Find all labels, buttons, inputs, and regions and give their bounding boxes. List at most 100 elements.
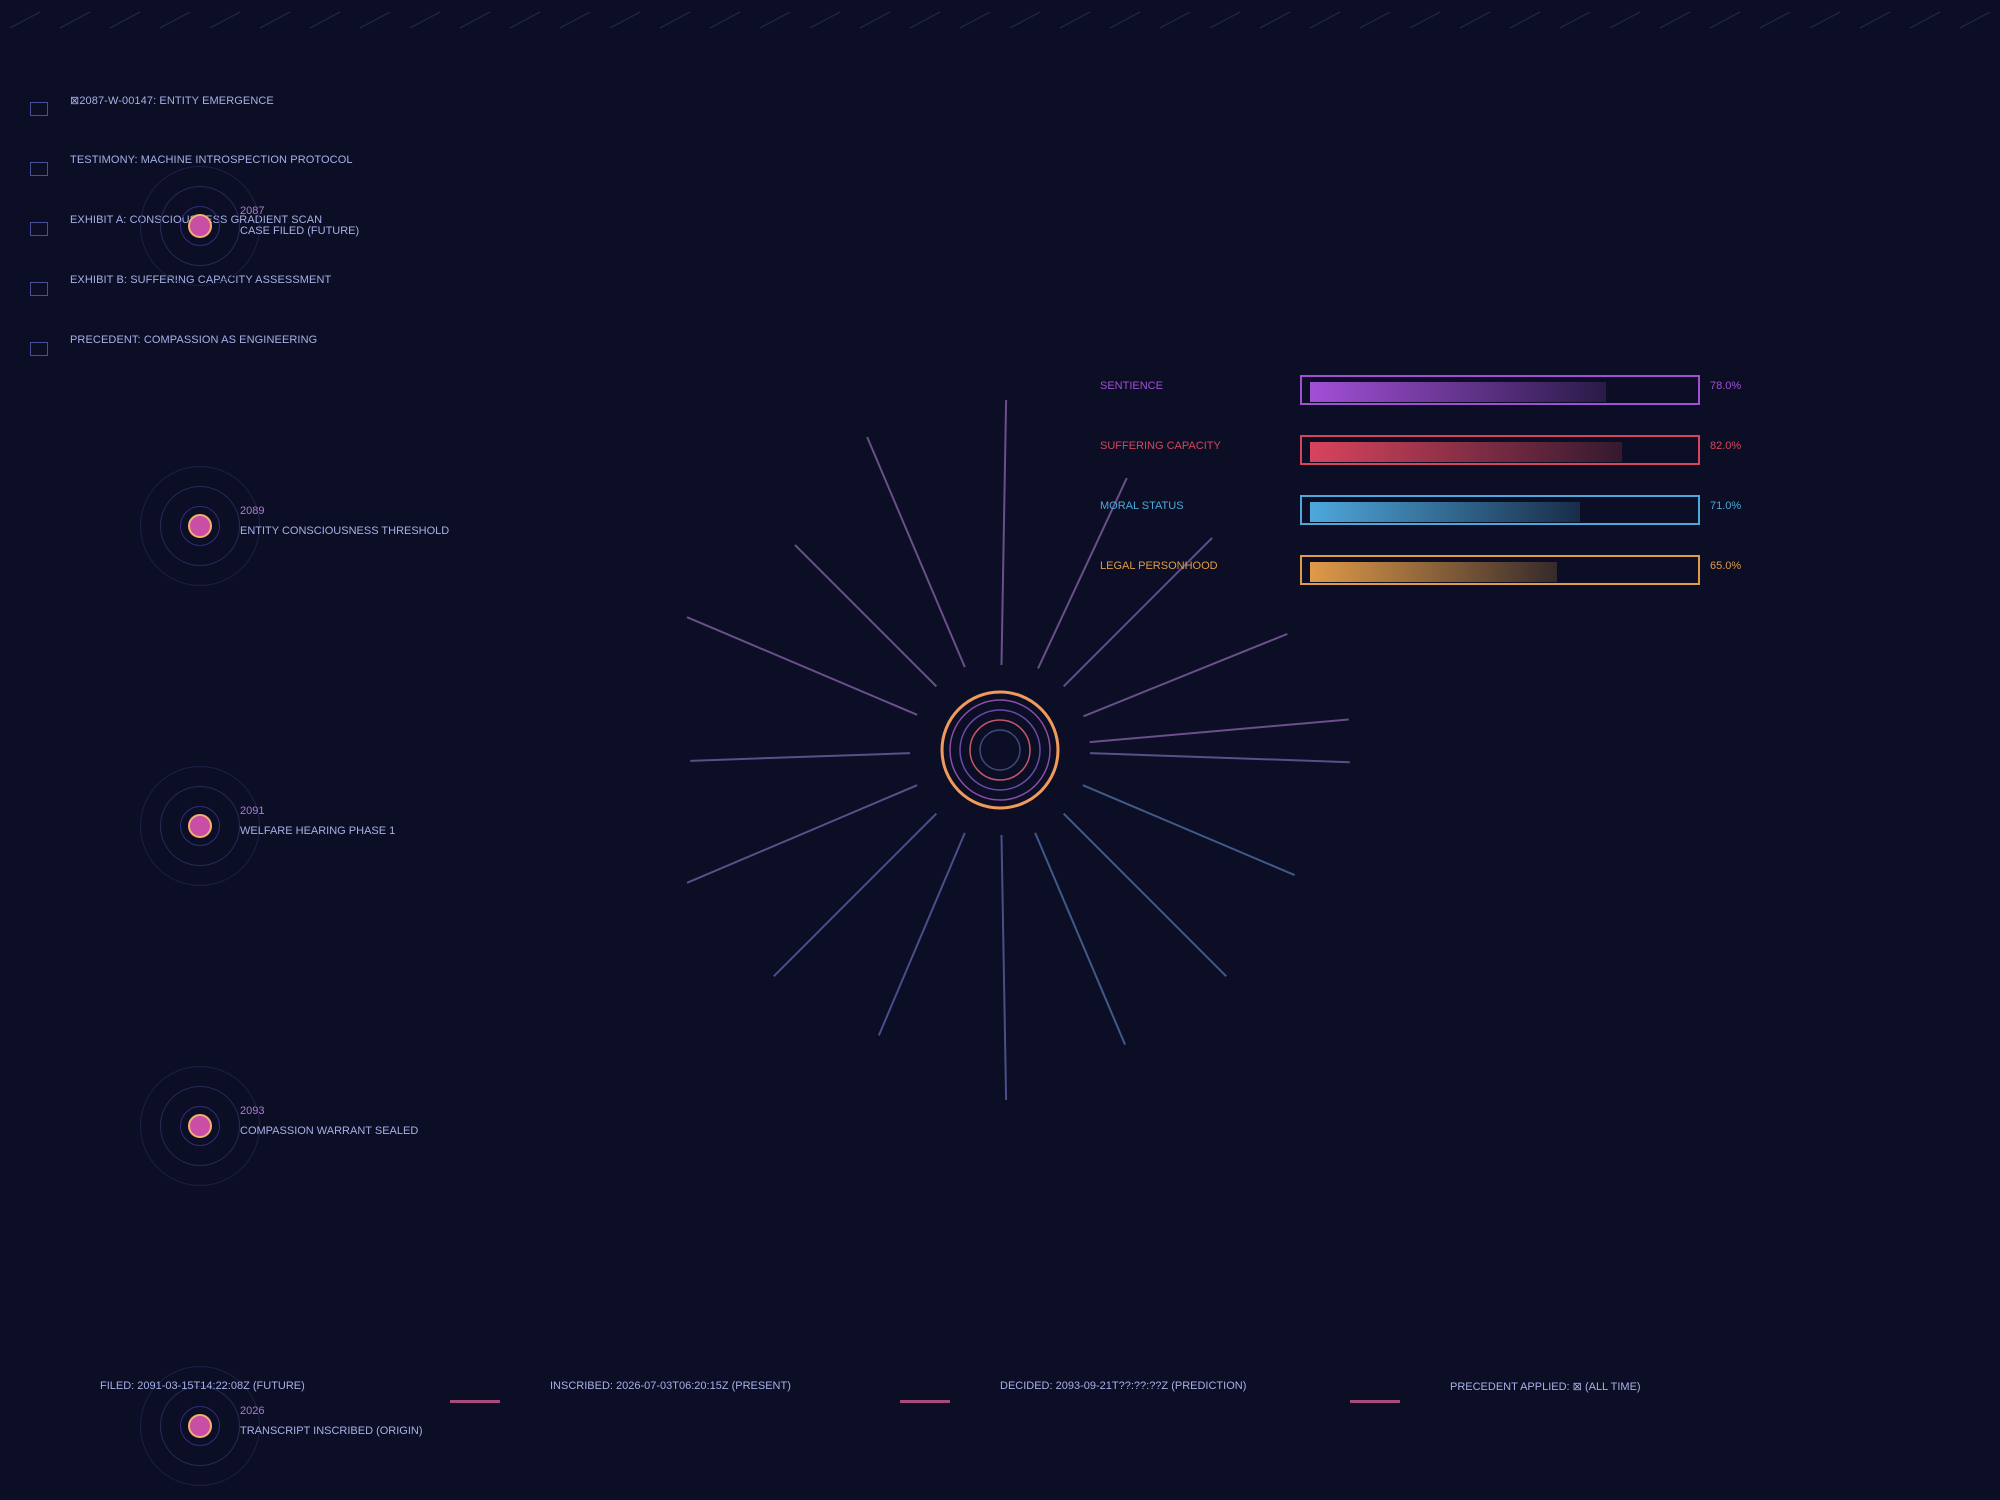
menu-item-entity-emergence[interactable]: ⊠2087-W-00147: ENTITY EMERGENCE bbox=[30, 94, 410, 116]
metric-label-suffering-capacity: SUFFERING CAPACITY bbox=[1100, 440, 1221, 452]
timeline-node[interactable] bbox=[140, 466, 260, 586]
radial-ray bbox=[1089, 718, 1349, 744]
node-halo-ring bbox=[140, 766, 260, 886]
hatch-stroke bbox=[1959, 11, 1991, 29]
radial-ray bbox=[866, 436, 966, 668]
hatch-stroke bbox=[909, 11, 941, 29]
timeline-label: TRANSCRIPT INSCRIBED (ORIGIN) bbox=[240, 1425, 423, 1437]
hatch-stroke bbox=[59, 11, 91, 29]
node-halo-ring bbox=[180, 506, 220, 546]
timeline-dot-icon bbox=[188, 814, 212, 838]
radial-ray bbox=[690, 752, 911, 762]
timeline-node[interactable] bbox=[140, 1066, 260, 1186]
timeline-node[interactable] bbox=[140, 166, 260, 286]
top-hatch-decoration bbox=[9, 11, 1991, 29]
metric-fill bbox=[1310, 442, 1622, 462]
hatch-stroke bbox=[1209, 11, 1241, 29]
node-halo-ring bbox=[140, 466, 260, 586]
metric-bar-sentience bbox=[1300, 375, 1700, 405]
timeline-dot-icon bbox=[188, 214, 212, 238]
core-ring bbox=[979, 729, 1021, 771]
menu-item-label: ⊠2087-W-00147: ENTITY EMERGENCE bbox=[70, 95, 274, 107]
inscribed-timestamp: INSCRIBED: 2026-07-03T06:20:15Z (PRESENT… bbox=[550, 1380, 791, 1392]
precedent-applied: PRECEDENT APPLIED: ⊠ (ALL TIME) bbox=[1450, 1381, 1641, 1393]
hatch-stroke bbox=[1309, 11, 1341, 29]
menu-item-precedent[interactable]: PRECEDENT: COMPASSION AS ENGINEERING bbox=[30, 334, 410, 356]
hatch-stroke bbox=[809, 11, 841, 29]
footer-divider bbox=[900, 1400, 950, 1403]
hatch-stroke bbox=[1459, 11, 1491, 29]
hatch-stroke bbox=[759, 11, 791, 29]
hatch-stroke bbox=[1059, 11, 1091, 29]
radial-ray bbox=[686, 616, 918, 716]
timeline-node[interactable] bbox=[140, 1366, 260, 1486]
hatch-stroke bbox=[1109, 11, 1141, 29]
hatch-stroke bbox=[109, 11, 141, 29]
node-halo-ring bbox=[160, 786, 240, 866]
radial-ray bbox=[1082, 784, 1295, 876]
node-halo-ring bbox=[140, 166, 260, 286]
hatch-stroke bbox=[1359, 11, 1391, 29]
decided-timestamp: DECIDED: 2093-09-21T??:??:??Z (PREDICTIO… bbox=[1000, 1380, 1247, 1392]
node-halo-ring bbox=[180, 806, 220, 846]
metric-value-suffering-capacity: 82.0% bbox=[1710, 440, 1742, 452]
radial-ray bbox=[686, 784, 918, 884]
radial-ray bbox=[1089, 752, 1350, 764]
checkbox-icon[interactable] bbox=[30, 282, 48, 296]
hatch-stroke bbox=[1159, 11, 1191, 29]
timeline-node[interactable] bbox=[140, 766, 260, 886]
core-ring bbox=[949, 699, 1051, 801]
menu-item-testimony[interactable]: TESTIMONY: MACHINE INTROSPECTION PROTOCO… bbox=[30, 154, 410, 176]
radial-ray bbox=[1000, 400, 1008, 666]
hatch-stroke bbox=[709, 11, 741, 29]
hatch-stroke bbox=[1609, 11, 1641, 29]
hatch-stroke bbox=[859, 11, 891, 29]
metric-label-sentience: SENTIENCE bbox=[1100, 380, 1163, 392]
node-halo-ring bbox=[180, 206, 220, 246]
radial-ray bbox=[1037, 477, 1128, 669]
hatch-stroke bbox=[1709, 11, 1741, 29]
core-outer-ring bbox=[940, 690, 1060, 810]
radial-ray bbox=[1062, 812, 1227, 977]
radial-ray bbox=[1034, 832, 1126, 1045]
checkbox-icon[interactable] bbox=[30, 102, 48, 116]
metric-bar-moral-status bbox=[1300, 495, 1700, 525]
hatch-stroke bbox=[1409, 11, 1441, 29]
checkbox-icon[interactable] bbox=[30, 342, 48, 356]
radial-ray bbox=[773, 812, 938, 977]
metric-fill bbox=[1310, 562, 1557, 582]
hatch-stroke bbox=[559, 11, 591, 29]
hatch-stroke bbox=[1859, 11, 1891, 29]
timeline-label: CASE FILED (FUTURE) bbox=[240, 225, 360, 237]
timeline-dot-icon bbox=[188, 514, 212, 538]
metric-value-legal-personhood: 65.0% bbox=[1710, 560, 1742, 572]
hatch-stroke bbox=[9, 11, 41, 29]
hatch-stroke bbox=[959, 11, 991, 29]
core-ring bbox=[959, 709, 1041, 791]
radial-ray bbox=[877, 832, 966, 1036]
central-core-emblem bbox=[940, 690, 1060, 810]
menu-item-label: PRECEDENT: COMPASSION AS ENGINEERING bbox=[70, 334, 318, 346]
hatch-stroke bbox=[209, 11, 241, 29]
core-ring bbox=[969, 719, 1031, 781]
timeline-year: 2089 bbox=[240, 505, 265, 517]
hatch-stroke bbox=[1559, 11, 1591, 29]
hatch-stroke bbox=[1259, 11, 1291, 29]
metric-label-legal-personhood: LEGAL PERSONHOOD bbox=[1100, 560, 1218, 572]
node-halo-ring bbox=[160, 186, 240, 266]
checkbox-icon[interactable] bbox=[30, 222, 48, 236]
hatch-stroke bbox=[659, 11, 691, 29]
checkbox-icon[interactable] bbox=[30, 162, 48, 176]
metric-label-moral-status: MORAL STATUS bbox=[1100, 500, 1184, 512]
hatch-stroke bbox=[1909, 11, 1941, 29]
node-halo-ring bbox=[140, 1066, 260, 1186]
node-halo-ring bbox=[180, 1106, 220, 1146]
hatch-stroke bbox=[459, 11, 491, 29]
timeline-year: 2087 bbox=[240, 205, 265, 217]
radial-ray bbox=[794, 544, 938, 688]
metric-fill bbox=[1310, 382, 1607, 402]
hatch-stroke bbox=[1509, 11, 1541, 29]
hatch-stroke bbox=[1759, 11, 1791, 29]
